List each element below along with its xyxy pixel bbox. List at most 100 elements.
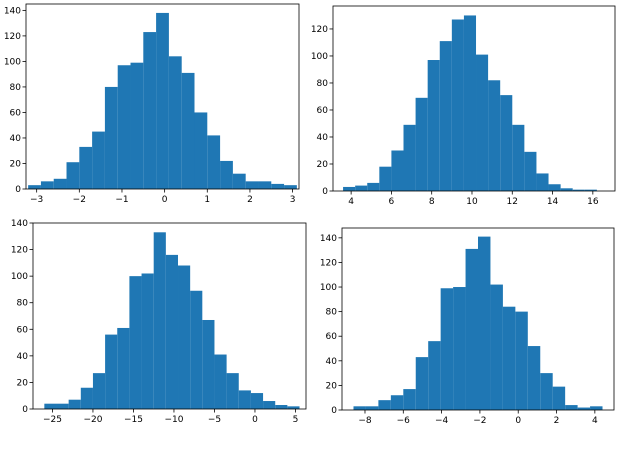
- histogram-bar: [207, 135, 221, 189]
- x-tick-label: 4: [592, 416, 598, 426]
- histogram-bar: [465, 248, 478, 410]
- x-tick-label: −6: [397, 416, 411, 426]
- y-tick-label: 100: [11, 272, 28, 282]
- x-tick-label: 2: [247, 195, 253, 205]
- histogram-bar: [540, 373, 553, 410]
- histogram-bars: [353, 236, 603, 410]
- histogram-bar: [463, 15, 477, 191]
- histogram-bar: [143, 32, 157, 189]
- histogram-bar: [129, 276, 142, 409]
- x-tick-label: 10: [466, 197, 478, 207]
- histogram-bar: [284, 185, 297, 189]
- y-tick-label: 60: [10, 108, 22, 118]
- histogram-bar: [28, 185, 41, 189]
- y-tick-label: 100: [320, 283, 337, 293]
- y-tick-label: 100: [4, 57, 21, 67]
- histogram-bar: [590, 406, 603, 410]
- y-tick-label: 120: [320, 258, 337, 268]
- x-tick-label: −8: [358, 416, 372, 426]
- x-tick-label: 8: [429, 197, 435, 207]
- histogram-bar: [512, 124, 525, 191]
- histogram-bar: [105, 334, 118, 409]
- histogram-bar: [56, 403, 69, 409]
- histogram-bar: [245, 181, 259, 189]
- histogram-bar: [577, 407, 591, 410]
- histogram-panel-2: 4 6 8 10 12 14 16 0 20 40 60 80 100 120: [311, 5, 616, 207]
- x-tick-label: 3: [290, 195, 296, 205]
- histogram-bar: [80, 387, 93, 409]
- histogram-bar: [226, 373, 239, 409]
- histogram-bar: [502, 306, 516, 410]
- histogram-bar: [478, 236, 491, 410]
- y-tick-label: 80: [10, 83, 22, 93]
- histogram-bar: [104, 86, 118, 189]
- y-tick-label: 100: [311, 52, 328, 62]
- x-tick-label: 14: [547, 197, 559, 207]
- histogram-bar: [379, 166, 392, 191]
- y-tick-label: 80: [17, 299, 29, 309]
- y-tick-label: 20: [317, 160, 329, 170]
- x-tick-label: −3: [30, 195, 43, 205]
- x-tick-label: 6: [389, 197, 395, 207]
- x-tick-label: 5: [293, 415, 299, 425]
- axes-frame: [332, 5, 616, 192]
- y-tick-label: 0: [322, 187, 328, 197]
- histogram-bar: [156, 12, 169, 189]
- x-tick-label: 16: [587, 197, 599, 207]
- histogram-bar: [367, 182, 380, 191]
- histogram-bar: [403, 124, 416, 191]
- histogram-bar: [117, 65, 131, 189]
- histogram-bar: [415, 97, 428, 191]
- x-tick-label: −25: [43, 415, 62, 425]
- y-tick-label: 0: [22, 405, 28, 415]
- x-tick-label: −5: [208, 415, 221, 425]
- histogram-bar: [214, 354, 227, 409]
- axes-frame: [32, 222, 307, 410]
- histogram-bar: [515, 311, 528, 410]
- histogram-bars: [28, 12, 297, 189]
- x-tick-label: 0: [515, 416, 521, 426]
- x-tick-label: 1: [204, 195, 210, 205]
- histogram-bar: [66, 162, 80, 189]
- histogram-bar: [584, 189, 597, 191]
- histogram-bar: [165, 254, 178, 409]
- histogram-bar: [181, 72, 195, 189]
- histogram-bars: [343, 15, 597, 191]
- histogram-bar: [378, 400, 391, 410]
- histogram-bar: [343, 186, 356, 191]
- histogram-bar: [178, 265, 191, 409]
- y-tick-label: 140: [320, 234, 337, 244]
- histogram-bar: [130, 62, 144, 189]
- histogram-bar: [153, 232, 166, 409]
- histogram-bar: [92, 131, 105, 189]
- histogram-bar: [263, 401, 276, 409]
- histogram-bar: [238, 390, 251, 409]
- histogram-bar: [275, 405, 288, 409]
- histogram-bar: [476, 54, 489, 191]
- axes-frame: [341, 227, 615, 411]
- histogram-bars: [44, 232, 300, 409]
- histogram-bar: [439, 41, 452, 191]
- y-tick-label: 40: [326, 357, 338, 367]
- histogram-bar: [271, 183, 285, 189]
- y-tick-label: 60: [317, 106, 329, 116]
- histogram-bar: [141, 273, 154, 409]
- histogram-bar: [403, 389, 416, 410]
- histogram-bar: [68, 399, 81, 409]
- histogram-bar: [353, 406, 366, 410]
- histogram-bar: [92, 373, 106, 409]
- y-tick-label: 120: [311, 25, 328, 35]
- y-tick-label: 20: [10, 159, 22, 169]
- histogram-bar: [44, 403, 57, 409]
- x-tick-label: −1: [115, 195, 128, 205]
- histogram-bar: [453, 287, 466, 410]
- axes-frame: [25, 3, 300, 190]
- y-tick-label: 60: [326, 332, 338, 342]
- x-tick-label: −10: [164, 415, 183, 425]
- histogram-bar: [194, 112, 208, 189]
- y-tick-label: 40: [17, 352, 29, 362]
- histogram-bar: [524, 151, 537, 191]
- x-tick-label: −2: [73, 195, 86, 205]
